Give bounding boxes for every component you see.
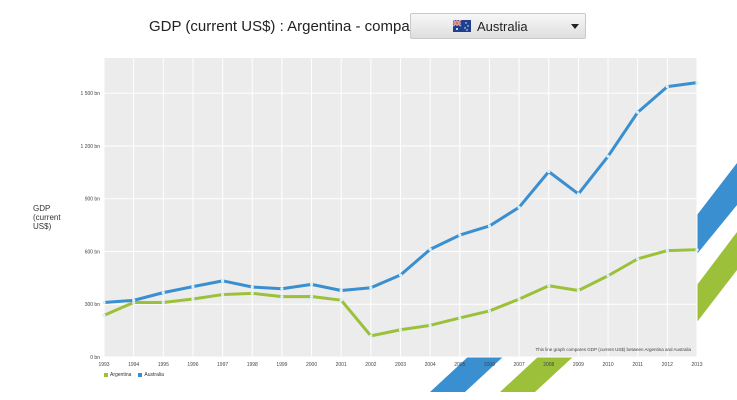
x-tick-label: 1994 (128, 362, 139, 368)
data-point (102, 313, 106, 317)
x-tick-label: 2010 (602, 362, 613, 368)
data-point (191, 297, 195, 301)
legend-item-argentina: Argentina (104, 372, 131, 378)
data-point (398, 328, 403, 332)
data-point (191, 285, 195, 289)
data-point (636, 110, 640, 114)
data-point (487, 224, 492, 228)
x-tick-label: 2007 (514, 362, 525, 368)
x-tick-label: 1996 (187, 362, 198, 368)
data-point (250, 285, 254, 289)
x-tick-label: 2004 (425, 362, 436, 368)
x-tick-label: 1995 (158, 362, 169, 368)
x-tick-label: 2002 (365, 362, 376, 368)
data-point (161, 291, 165, 295)
data-point (576, 192, 581, 196)
data-point (398, 273, 403, 277)
x-tick-label: 1998 (247, 362, 258, 368)
x-tick-label: 1999 (276, 362, 287, 368)
data-point (665, 85, 669, 89)
data-point (458, 316, 462, 320)
data-point (339, 288, 343, 293)
y-tick-label: 900 bn (85, 197, 101, 203)
data-point (102, 300, 106, 305)
legend-swatch (138, 372, 143, 377)
data-point (309, 282, 314, 286)
chart-annotation: This line graph compares GDP (current US… (536, 347, 692, 352)
data-point (309, 294, 314, 299)
data-point (695, 81, 699, 85)
x-tick-label: 1993 (98, 362, 109, 368)
data-point (487, 309, 492, 313)
legend-label: Argentina (110, 372, 132, 378)
data-point (280, 295, 284, 299)
data-point (547, 284, 551, 288)
x-tick-label: 2011 (632, 362, 643, 368)
x-tick-label: 2003 (395, 362, 406, 368)
data-point (606, 154, 610, 158)
decorative-stripes (430, 163, 737, 392)
data-point (221, 279, 225, 283)
y-tick-label: 0 bn (90, 355, 100, 361)
x-tick-label: 2009 (573, 362, 584, 368)
data-point (250, 291, 254, 295)
data-point (458, 233, 462, 237)
legend-label: Australia (144, 372, 164, 378)
data-point (517, 205, 521, 209)
y-tick-label: 1 500 bn (81, 91, 101, 97)
data-point (428, 247, 432, 251)
data-point (369, 334, 373, 338)
x-tick-label: 2012 (662, 362, 673, 368)
data-point (428, 323, 432, 327)
data-point (221, 292, 225, 297)
data-point (576, 288, 581, 293)
data-point (517, 297, 521, 301)
compare-select-label: Australia (477, 19, 528, 34)
y-axis-label: GDP (current US$) (33, 204, 61, 231)
x-tick-label: 2006 (484, 362, 495, 368)
x-tick-label: 2013 (691, 362, 702, 368)
chart-title: GDP (current US$) : Argentina - compare … (149, 18, 454, 35)
x-tick-label: 2005 (454, 362, 465, 368)
y-tick-label: 300 bn (85, 302, 101, 308)
x-tick-label: 1997 (217, 362, 228, 368)
data-point (280, 287, 284, 291)
data-point (606, 274, 610, 278)
x-tick-label: 2008 (543, 362, 554, 368)
australia-flag-icon (453, 20, 471, 32)
data-point (369, 286, 373, 290)
x-tick-label: 2001 (336, 362, 347, 368)
data-point (132, 298, 136, 302)
data-point (665, 248, 669, 253)
x-tick-label: 2000 (306, 362, 317, 368)
data-point (547, 170, 551, 174)
chevron-down-icon (571, 24, 579, 29)
data-point (695, 248, 699, 252)
data-point (636, 257, 640, 261)
legend-item-australia: Australia (138, 372, 164, 378)
y-tick-label: 1 200 bn (81, 144, 101, 150)
data-point (161, 300, 165, 305)
legend-swatch (104, 372, 108, 377)
compare-country-select[interactable]: Australia (410, 13, 586, 39)
y-tick-label: 600 bn (85, 249, 101, 255)
chart-legend: Argentina Australia (104, 372, 171, 378)
chart-header: GDP (current US$) : Argentina - compare … (0, 10, 737, 42)
data-point (339, 298, 343, 302)
